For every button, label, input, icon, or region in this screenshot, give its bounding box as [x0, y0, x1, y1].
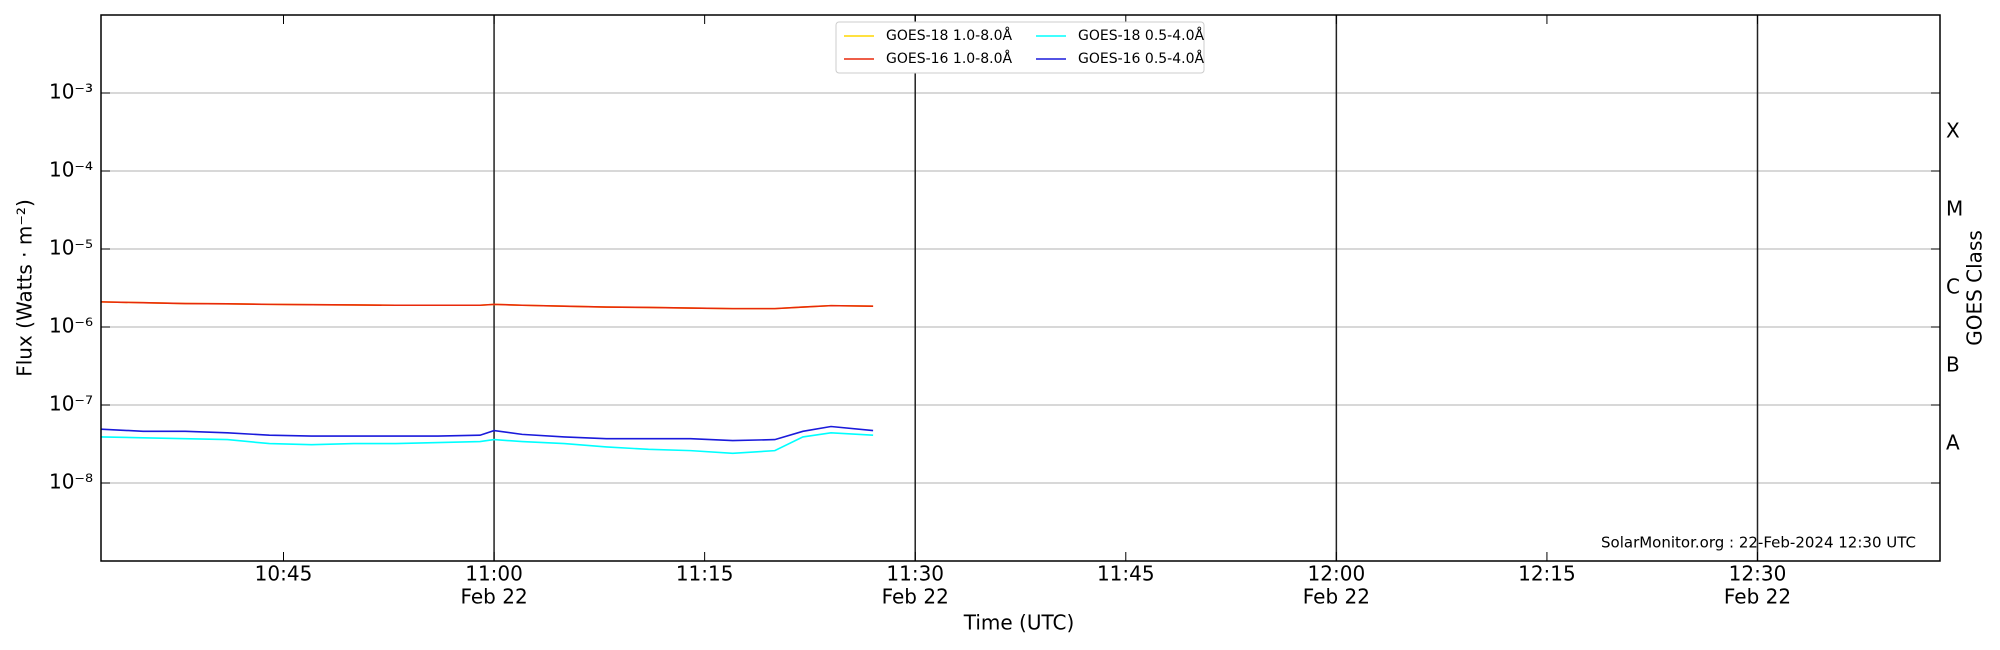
x-tick-date: Feb 22: [1303, 585, 1370, 609]
legend-label: GOES-18 1.0-8.0Å: [886, 27, 1012, 44]
y-tick-label: 10⁻⁶: [49, 314, 93, 338]
x-tick-label: 11:00: [465, 562, 523, 586]
class-label: M: [1946, 197, 1963, 221]
y-tick-label: 10⁻⁷: [49, 392, 93, 416]
x-tick-date: Feb 22: [460, 585, 527, 609]
annotation: SolarMonitor.org : 22-Feb-2024 12:30 UTC: [1601, 534, 1916, 552]
y2-axis-label: GOES Class: [1963, 230, 1987, 346]
x-tick-label: 10:45: [255, 562, 313, 586]
y-tick-label: 10⁻⁴: [49, 158, 93, 182]
x-tick-label: 11:45: [1097, 562, 1155, 586]
legend-label: GOES-18 0.5-4.0Å: [1078, 27, 1204, 44]
x-tick-label: 12:15: [1518, 562, 1576, 586]
plot-frame: [100, 14, 1941, 562]
x-tick-label: 11:30: [886, 562, 944, 586]
legend: GOES-18 1.0-8.0Å GOES-16 1.0-8.0Å GOES-18 …: [835, 21, 1205, 74]
x-tick-label: 12:30: [1729, 562, 1787, 586]
x-tick-label: 12:00: [1308, 562, 1366, 586]
y-tick-label: 10⁻⁵: [49, 236, 93, 260]
series-line: [100, 432, 874, 455]
class-label: C: [1946, 275, 1960, 299]
legend-label: GOES-16 1.0-8.0Å: [886, 50, 1012, 67]
class-label: A: [1946, 431, 1960, 455]
legend-label: GOES-16 0.5-4.0Å: [1078, 50, 1204, 67]
class-label: X: [1946, 119, 1960, 143]
x-tick-date: Feb 22: [1724, 585, 1791, 609]
x-tick-label: 11:15: [676, 562, 734, 586]
x-tick-date: Feb 22: [882, 585, 949, 609]
class-label: B: [1946, 353, 1960, 377]
series-line: [100, 301, 874, 310]
y-axis-label: Flux (Watts · m⁻²): [13, 199, 37, 377]
y-tick-label: 10⁻⁸: [49, 470, 93, 494]
series-line: [100, 425, 874, 442]
x-axis-label: Time (UTC): [963, 611, 1075, 635]
legend-box: [835, 21, 1205, 74]
y-tick-label: 10⁻³: [49, 80, 93, 104]
